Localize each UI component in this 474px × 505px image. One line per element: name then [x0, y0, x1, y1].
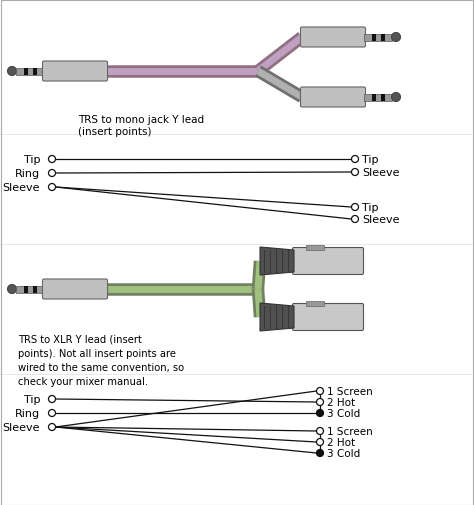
Circle shape [317, 439, 323, 445]
Text: Sleeve: Sleeve [362, 215, 400, 225]
Text: Tip: Tip [24, 155, 40, 165]
Circle shape [48, 156, 55, 163]
Text: 1 Screen: 1 Screen [327, 386, 373, 396]
Polygon shape [260, 247, 294, 275]
Circle shape [352, 204, 358, 211]
FancyBboxPatch shape [43, 279, 108, 299]
Bar [24, 68, 28, 75]
Bar [16, 286, 44, 293]
Circle shape [352, 169, 358, 176]
Circle shape [48, 184, 55, 191]
Bar [33, 286, 37, 293]
Circle shape [317, 428, 323, 435]
Bar [33, 68, 37, 75]
Text: TRS to XLR Y lead (insert
points). Not all insert points are
wired to the same c: TRS to XLR Y lead (insert points). Not a… [18, 334, 184, 386]
Circle shape [317, 399, 323, 406]
Text: Tip: Tip [362, 155, 379, 165]
Circle shape [48, 410, 55, 417]
Text: TRS to mono jack Y lead
(insert points): TRS to mono jack Y lead (insert points) [78, 115, 204, 136]
Text: Sleeve: Sleeve [2, 183, 40, 192]
Circle shape [8, 285, 17, 294]
Bar [24, 286, 28, 293]
Bar [382, 34, 385, 41]
Circle shape [352, 216, 358, 223]
Text: 2 Hot: 2 Hot [327, 397, 355, 407]
Bar [16, 68, 44, 75]
Text: 3 Cold: 3 Cold [327, 448, 360, 458]
Circle shape [392, 93, 401, 103]
Circle shape [392, 33, 401, 42]
Circle shape [317, 449, 323, 457]
Text: 3 Cold: 3 Cold [327, 408, 360, 418]
Text: Tip: Tip [24, 394, 40, 404]
Text: Sleeve: Sleeve [2, 422, 40, 432]
FancyBboxPatch shape [301, 88, 365, 108]
Text: Tip: Tip [362, 203, 379, 213]
Circle shape [48, 424, 55, 431]
Circle shape [48, 170, 55, 177]
Bar [364, 94, 392, 102]
Text: 1 Screen: 1 Screen [327, 426, 373, 436]
FancyBboxPatch shape [301, 28, 365, 48]
Bar [306, 301, 324, 307]
Bar [364, 34, 392, 41]
FancyBboxPatch shape [292, 304, 364, 331]
Circle shape [317, 410, 323, 417]
FancyBboxPatch shape [292, 248, 364, 275]
Text: Ring: Ring [15, 408, 40, 418]
Circle shape [8, 67, 17, 76]
Text: Sleeve: Sleeve [362, 168, 400, 178]
Bar [306, 245, 324, 250]
Text: Ring: Ring [15, 169, 40, 179]
Bar [373, 34, 376, 41]
Circle shape [317, 388, 323, 395]
Bar [382, 94, 385, 102]
FancyBboxPatch shape [43, 62, 108, 82]
Polygon shape [260, 304, 294, 331]
Circle shape [48, 396, 55, 402]
Text: 2 Hot: 2 Hot [327, 437, 355, 447]
Bar [373, 94, 376, 102]
Circle shape [352, 156, 358, 163]
